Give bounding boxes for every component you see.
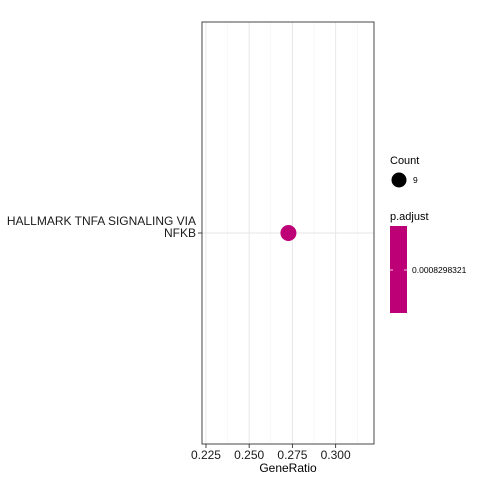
size-legend-label: 9 — [413, 175, 418, 185]
x-axis-title: GeneRatio — [259, 461, 317, 475]
x-tick-label: 0.300 — [321, 448, 351, 462]
color-legend-label: 0.0008298321 — [412, 265, 467, 275]
size-legend-title: Count — [390, 155, 419, 167]
x-tick-label: 0.225 — [191, 448, 221, 462]
axes: 0.225 0.250 0.275 0.300 HALLMARK TNFA SIGNAL… — [7, 214, 351, 462]
y-tick-label: HALLMARK TNFA SIGNALING VIA NFKB — [7, 214, 196, 240]
x-tick-label: 0.250 — [234, 448, 264, 462]
x-tick-label: 0.275 — [277, 448, 307, 462]
data-point — [280, 225, 297, 241]
color-legend-bar — [390, 226, 407, 313]
color-legend-title: p.adjust — [390, 211, 429, 223]
size-legend-key — [391, 172, 407, 188]
data-points — [280, 225, 297, 241]
